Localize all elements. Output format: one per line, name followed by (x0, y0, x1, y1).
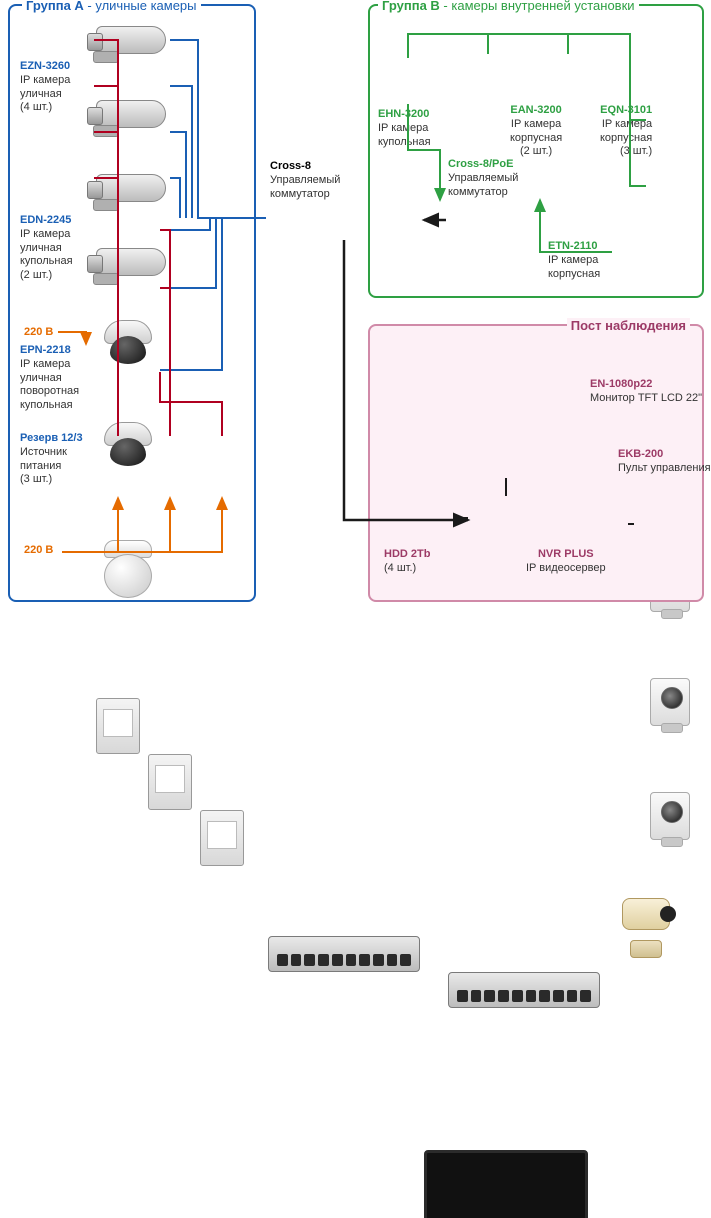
group-b-title-strong: Группа В (382, 0, 440, 13)
label-ehn3200: EHN-3200 IP камера купольная (378, 108, 431, 149)
psu-1 (96, 698, 140, 754)
label-ekb: EKB-200 Пульт управления (618, 448, 711, 476)
camera-ezn3260-1 (96, 26, 166, 54)
group-a-title-strong: Группа А (26, 0, 84, 13)
switch-cross8poe (448, 972, 600, 1008)
group-c-title: Пост наблюдения (567, 318, 690, 333)
switch-cross8 (268, 936, 420, 972)
label-cross8poe: Cross-8/PoE Управляемый коммутатор (448, 158, 518, 199)
group-b-title: Группа В - камеры внутренней установки (378, 0, 639, 13)
camera-edn2245-2 (100, 422, 156, 466)
label-220v-bottom: 220 В (24, 544, 53, 558)
label-hdd: HDD 2Tb (4 шт.) (384, 548, 430, 576)
label-ean3200: EAN-3200 IP камера корпусная (2 шт.) (510, 104, 562, 159)
camera-etn2110 (614, 898, 678, 958)
label-220v-top: 220 В (24, 326, 53, 340)
group-a-title-rest: - уличные камеры (84, 0, 197, 13)
label-ezn3260: EZN-3260 IP камера уличная (4 шт.) (20, 60, 70, 115)
psu-3 (200, 810, 244, 866)
camera-ezn3260-3 (96, 174, 166, 202)
camera-eqn3101-2 (650, 678, 690, 726)
label-monitor: EN-1080p22 Монитор TFT LCD 22" (590, 378, 702, 406)
camera-eqn3101-3 (650, 792, 690, 840)
camera-ezn3260-4 (96, 248, 166, 276)
camera-edn2245-1 (100, 320, 156, 364)
label-cross8: Cross-8 Управляемый коммутатор (270, 160, 340, 201)
label-etn2110: ETN-2110 IP камера корпусная (548, 240, 600, 281)
monitor (424, 1150, 588, 1218)
label-psu: Резерв 12/3 Источник питания (3 шт.) (20, 432, 83, 487)
psu-2 (148, 754, 192, 810)
label-eqn3101: EQN-3101 IP камера корпусная (3 шт.) (600, 104, 652, 159)
group-b-title-rest: - камеры внутренней установки (440, 0, 635, 13)
label-epn2218: EPN-2218 IP камера уличная поворотная ку… (20, 344, 79, 413)
label-edn2245: EDN-2245 IP камера уличная купольная (2 … (20, 214, 73, 283)
camera-ezn3260-2 (96, 100, 166, 128)
label-nvr: NVR PLUS IP видеосервер (526, 548, 606, 576)
camera-epn2218 (98, 540, 158, 600)
group-a-title: Группа А - уличные камеры (22, 0, 201, 13)
